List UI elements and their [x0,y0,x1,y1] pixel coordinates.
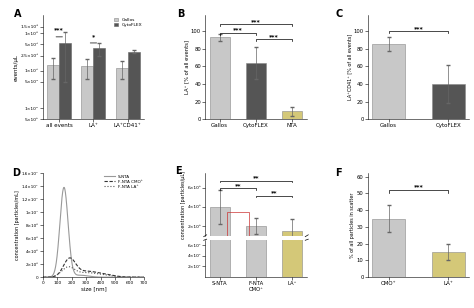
Y-axis label: % of all particles in scatter: % of all particles in scatter [350,192,356,258]
Bar [282,111,302,119]
S-NTA [141,275,147,279]
F-NTA LA⁺ [140,275,146,279]
Legend: Gallos, CytoFLEX: Gallos, CytoFLEX [112,16,144,29]
Text: ***: *** [251,19,261,24]
Text: E: E [175,166,182,176]
Text: *: * [92,34,95,39]
Text: ***: *** [55,28,64,33]
Bar [282,231,302,245]
F-NTA LA⁺ [66,265,72,269]
Bar [210,37,230,119]
F-NTA CMO⁺ [40,275,46,279]
Bar [82,67,93,308]
F-NTA LA⁺ [93,272,99,275]
Text: **: ** [235,183,241,188]
Text: ***: *** [233,28,243,33]
F-NTA LA⁺ [141,275,147,279]
Bar [210,207,230,245]
Y-axis label: concentration [particles/mL]: concentration [particles/mL] [16,190,20,260]
S-NTA [64,211,70,215]
Text: ***: *** [414,184,423,189]
Bar [372,219,405,277]
Bar [116,68,128,308]
F-NTA CMO⁺ [67,256,73,260]
F-NTA CMO⁺ [141,275,147,279]
Text: D: D [12,168,20,178]
Line: F-NTA CMO⁺: F-NTA CMO⁺ [43,258,144,277]
F-NTA LA⁺ [87,271,92,274]
S-NTA [75,273,81,277]
Text: ***: *** [414,26,423,31]
F-NTA LA⁺ [122,275,128,279]
X-axis label: size [nm]: size [nm] [81,287,106,292]
Bar [227,212,249,245]
F-NTA CMO⁺ [140,275,146,279]
Text: **: ** [253,175,259,180]
F-NTA LA⁺ [75,269,81,273]
Line: F-NTA LA⁺: F-NTA LA⁺ [43,267,144,277]
Text: C: C [335,9,342,19]
F-NTA CMO⁺ [87,270,92,273]
Text: ***: *** [269,34,279,39]
F-NTA CMO⁺ [75,265,81,268]
S-NTA [140,275,146,279]
Bar [47,65,59,308]
Y-axis label: LA⁺ [% of all events]: LA⁺ [% of all events] [184,40,190,95]
F-NTA CMO⁺ [64,258,70,261]
Bar [432,252,465,277]
Bar [59,43,71,308]
S-NTA [61,185,67,189]
Bar [246,170,266,277]
F-NTA LA⁺ [40,275,46,279]
Legend: S-NTA, F-NTA CMO⁺, F-NTA LA⁺: S-NTA, F-NTA CMO⁺, F-NTA LA⁺ [103,174,144,189]
Line: S-NTA: S-NTA [43,187,144,277]
Y-axis label: LA⁺CD41⁺ [% of all events]: LA⁺CD41⁺ [% of all events] [347,34,352,100]
Text: A: A [14,9,22,19]
Bar [246,63,266,119]
Text: **: ** [271,190,277,195]
Bar [282,197,302,277]
S-NTA [122,275,128,279]
Bar [128,52,140,308]
F-NTA CMO⁺ [93,270,99,274]
F-NTA CMO⁺ [122,275,128,279]
Y-axis label: events/µL: events/µL [14,54,19,81]
Bar [93,48,105,308]
Text: F: F [335,168,342,178]
S-NTA [87,274,92,278]
Bar [210,63,230,277]
Text: B: B [177,9,184,19]
F-NTA LA⁺ [64,265,70,269]
Bar [246,226,266,245]
Bar [372,44,405,119]
Bar [432,84,465,119]
S-NTA [40,275,46,279]
Y-axis label: concentration [particles/µL]: concentration [particles/µL] [181,171,186,238]
S-NTA [93,275,99,279]
